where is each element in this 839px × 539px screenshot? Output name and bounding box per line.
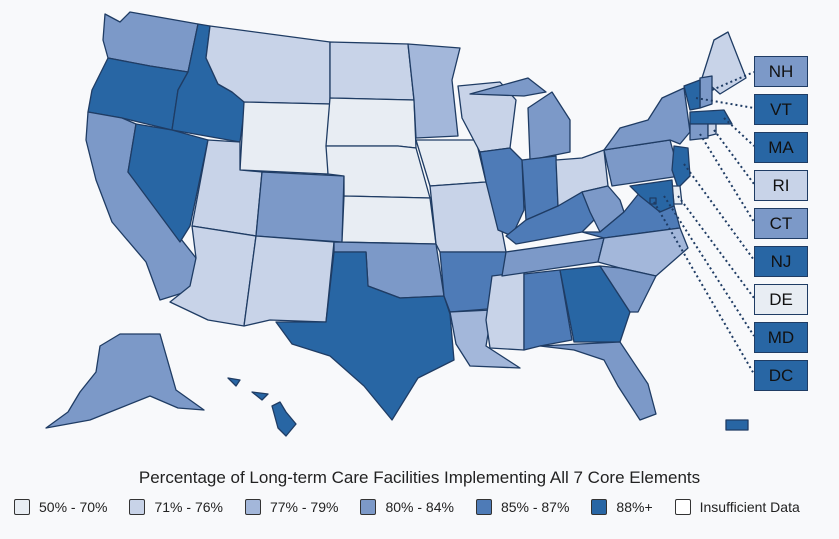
callout-vt[interactable]: VT (754, 94, 808, 125)
callout-nh[interactable]: NH (754, 56, 808, 87)
state-SC (599, 265, 657, 313)
legend-swatch (475, 499, 492, 515)
state-HI (227, 377, 297, 437)
callout-de[interactable]: DE (754, 284, 808, 315)
state-NH (699, 75, 713, 109)
callout-md[interactable]: MD (754, 322, 808, 353)
legend-label: 88%+ (616, 499, 653, 515)
callout-ct[interactable]: CT (754, 208, 808, 239)
legend-item-88-plus: 88%+ (591, 499, 653, 515)
state-CO (255, 171, 345, 243)
legend-label: 50% - 70% (39, 499, 108, 515)
callout-dc[interactable]: DC (754, 360, 808, 391)
state-NY (603, 87, 691, 151)
legend: 50% - 70% 71% - 76% 77% - 79% 80% - 84% … (14, 496, 800, 518)
state-TX (275, 251, 455, 421)
state-AL (523, 269, 573, 351)
state-AK (45, 333, 205, 429)
state-RI (707, 123, 717, 137)
legend-swatch (674, 499, 691, 515)
legend-swatch (244, 499, 261, 515)
state-ME (701, 31, 747, 95)
state-CT (689, 123, 709, 141)
state-MD (629, 179, 675, 213)
legend-item-80-84: 80% - 84% (360, 499, 454, 515)
state-SD (325, 97, 417, 149)
state-MS (485, 271, 525, 351)
legend-label: 85% - 87% (500, 499, 570, 515)
legend-item-85-87: 85% - 87% (475, 499, 570, 515)
legend-swatch (360, 499, 377, 515)
leader-nj (683, 163, 755, 261)
legend-swatch (14, 499, 30, 515)
map-title: Percentage of Long-term Care Facilities … (138, 468, 701, 487)
state-ND (329, 41, 415, 101)
legend-label: 80% - 84% (385, 499, 454, 515)
legend-item-50-70: 50% - 70% (14, 499, 107, 515)
state-VT (683, 79, 701, 111)
legend-swatch (129, 499, 146, 515)
state-FL (539, 341, 657, 421)
legend-label: 77% - 79% (269, 499, 339, 515)
us-map (45, 11, 755, 437)
leader-ct (699, 133, 755, 223)
state-NV (127, 123, 209, 243)
state-MN (407, 43, 461, 139)
legend-item-71-76: 71% - 76% (129, 499, 223, 515)
state-CA (85, 111, 197, 301)
state-NJ (671, 145, 691, 189)
state-PR (725, 419, 749, 431)
legend-label: Insufficient Data (699, 499, 800, 515)
state-IL (479, 147, 525, 237)
leader-ri (713, 129, 755, 185)
legend-item-77-79: 77% - 79% (244, 499, 339, 515)
state-WY (239, 101, 331, 175)
leader-de (677, 195, 755, 299)
state-KS (341, 195, 437, 245)
callout-ri[interactable]: RI (754, 170, 808, 201)
leader-dc (653, 201, 755, 375)
legend-item-insufficient-data: Insufficient Data (674, 499, 800, 515)
state-NM (243, 235, 335, 327)
callout-nj[interactable]: NJ (754, 246, 808, 277)
state-MI (469, 77, 571, 161)
legend-swatch (591, 499, 608, 515)
state-GA (559, 265, 631, 343)
legend-label: 71% - 76% (154, 499, 223, 515)
callout-ma[interactable]: MA (754, 132, 808, 163)
state-MA (689, 109, 733, 125)
leader-ma (723, 117, 755, 147)
state-IA (415, 139, 487, 187)
